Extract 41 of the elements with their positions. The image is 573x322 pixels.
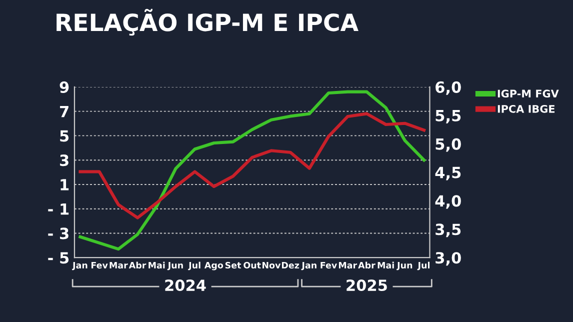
x-tick-label: Abr: [128, 262, 146, 269]
x-tick-label: Out: [244, 262, 261, 269]
y-tick-label: - 5: [48, 252, 69, 264]
line-series: [78, 112, 426, 220]
legend-label: IGP-M FGV: [498, 90, 559, 98]
x-tick-label: Ago: [204, 262, 224, 270]
x-tick-label: Mar: [338, 262, 358, 269]
x-tick-label: Abr: [358, 262, 376, 269]
x-tick-label: Jan: [72, 262, 88, 270]
y-tick-label: 7: [60, 106, 68, 118]
x-tick-label: Mai: [378, 262, 394, 269]
chart-title: RELAÇÃO IGP-M E IPCA: [56, 8, 358, 36]
y2-tick-label: 4,0: [435, 195, 461, 209]
text: 2024: [165, 279, 206, 292]
x-tick-label: Jul: [417, 262, 430, 270]
x-tick-label: Fev: [320, 262, 338, 269]
line-series: [78, 90, 426, 251]
y2-tick-label: 6,0: [436, 81, 461, 95]
y-tick-label: - 1: [48, 204, 69, 215]
x-tick-label: Mai: [148, 262, 165, 269]
legend-label: IPCA IBGE: [498, 104, 555, 113]
y2-tick-label: 5,5: [436, 110, 461, 124]
x-tick-label: Jul: [188, 262, 200, 270]
y-tick-label: 5: [60, 130, 69, 142]
x-tick-label: Dez: [282, 262, 300, 269]
x-tick-label: Nov: [262, 262, 281, 269]
y2-tick-label: 4,5: [435, 166, 461, 180]
y-tick-label: 9: [60, 81, 69, 93]
x-tick-label: Fev: [91, 262, 108, 269]
y2-tick-label: 5,0: [436, 138, 461, 152]
x-tick-label: Set: [225, 262, 242, 269]
y-tick-label: - 3: [48, 228, 68, 240]
y-tick-label: 3: [60, 154, 68, 166]
x-tick-label: Jun: [396, 262, 412, 270]
x-tick-label: Jun: [167, 262, 183, 270]
y-tick-label: 1: [60, 179, 69, 190]
x-tick-label: Jan: [301, 262, 316, 270]
y2-tick-label: 3,0: [436, 252, 461, 266]
x-tick-label: Mar: [110, 262, 128, 269]
y2-tick-label: 3,5: [436, 224, 461, 238]
text: 2025: [346, 279, 387, 292]
